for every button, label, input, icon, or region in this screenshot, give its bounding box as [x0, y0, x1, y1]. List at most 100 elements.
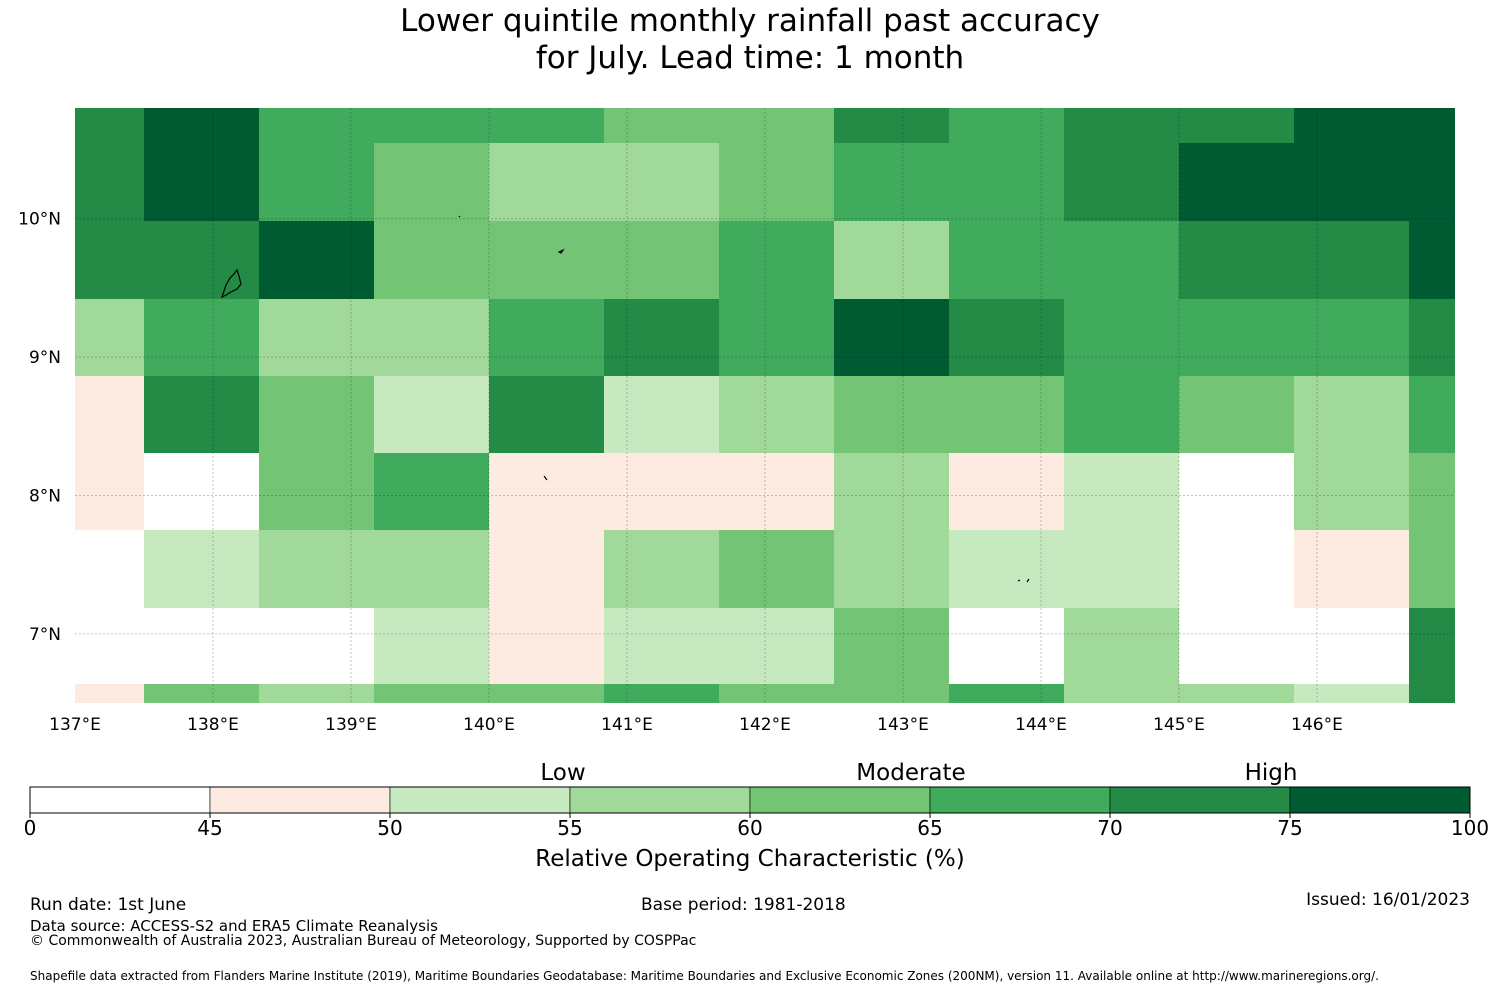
grid-cell — [259, 608, 374, 684]
grid-cell — [1179, 143, 1294, 221]
grid-cell — [489, 608, 604, 684]
grid-cell — [949, 376, 1064, 453]
grid-cell — [489, 221, 604, 299]
grid-cell — [75, 143, 144, 221]
grid-cell — [949, 221, 1064, 299]
grid-cell — [489, 299, 604, 376]
grid-cell — [374, 608, 489, 684]
grid-cell — [834, 143, 949, 221]
grid-cell — [259, 299, 374, 376]
grid-cell — [1409, 221, 1455, 299]
grid-cell — [1294, 299, 1409, 376]
grid-cell — [489, 376, 604, 453]
colorbar-title: Relative Operating Characteristic (%) — [535, 846, 965, 872]
run-date: Run date: 1st June — [30, 895, 187, 915]
colorbar-tick-label: 60 — [737, 816, 762, 840]
latitude-tick-label: 7°N — [29, 625, 61, 645]
grid-cell — [1179, 221, 1294, 299]
grid-cell — [75, 376, 144, 453]
colorbar-tick-label: 75 — [1277, 816, 1302, 840]
grid-cell — [374, 221, 489, 299]
map-title-line-2: for July. Lead time: 1 month — [535, 40, 965, 76]
roc-grid — [75, 108, 1455, 703]
colorbar-tick-label: 70 — [1097, 816, 1122, 840]
grid-cell — [1294, 608, 1409, 684]
island-outline — [557, 248, 565, 254]
latitude-labels: 10°N 9°N 8°N 7°N — [18, 210, 61, 645]
grid-cell — [1179, 684, 1294, 703]
grid-cell — [719, 453, 834, 530]
grid-cell — [144, 299, 259, 376]
colorbar-segment — [389, 786, 571, 814]
grid-cell — [1409, 453, 1455, 530]
grid-cell — [374, 143, 489, 221]
grid-cell — [1409, 376, 1455, 453]
grid-cell — [604, 376, 719, 453]
colorbar-tick-label: 0 — [24, 816, 37, 840]
grid-cell — [1064, 221, 1179, 299]
grid-cell — [719, 608, 834, 684]
grid-cell — [489, 108, 604, 143]
colorbar-tick-label: 45 — [197, 816, 222, 840]
grid-cell — [1064, 608, 1179, 684]
grid-cell — [604, 299, 719, 376]
grid-cell — [949, 108, 1064, 143]
grid-cell — [144, 608, 259, 684]
grid-cell — [604, 108, 719, 143]
island-outline — [220, 268, 242, 299]
grid-cell — [259, 684, 374, 703]
grid-cell — [1064, 376, 1179, 453]
grid-cell — [1409, 608, 1455, 684]
grid-cell — [834, 299, 949, 376]
grid-cell — [1294, 108, 1409, 143]
grid-cell — [144, 221, 259, 299]
grid-cell — [1179, 530, 1294, 608]
grid-cell — [719, 530, 834, 608]
longitude-tick-label: 138°E — [187, 715, 239, 735]
grid-cell — [719, 684, 834, 703]
longitude-tick-label: 146°E — [1291, 715, 1343, 735]
longitude-tick-label: 143°E — [877, 715, 929, 735]
grid-cell — [1179, 108, 1294, 143]
grid-cell — [1179, 376, 1294, 453]
grid-cell — [489, 530, 604, 608]
grid-cell — [1179, 299, 1294, 376]
grid-cell — [949, 608, 1064, 684]
grid-cell — [1294, 143, 1409, 221]
colorbar-segment — [29, 786, 211, 814]
colorbar-segment — [929, 786, 1111, 814]
grid-cell — [75, 221, 144, 299]
grid-cell — [604, 143, 719, 221]
grid-cell — [144, 684, 259, 703]
grid-cell — [75, 453, 144, 530]
longitude-tick-label: 137°E — [49, 715, 101, 735]
grid-cell — [374, 453, 489, 530]
grid-cell — [834, 108, 949, 143]
grid-cell — [259, 221, 374, 299]
grid-cell — [604, 453, 719, 530]
grid-cell — [259, 108, 374, 143]
map-title-line-1: Lower quintile monthly rainfall past acc… — [400, 3, 1100, 39]
grid-cell — [1294, 530, 1409, 608]
grid-cell — [604, 221, 719, 299]
grid-cell — [1064, 108, 1179, 143]
grid-cell — [604, 530, 719, 608]
grid-cell — [75, 530, 144, 608]
colorbar-category-high: High — [1244, 760, 1298, 786]
copyright-notice: © Commonwealth of Australia 2023, Austra… — [30, 933, 697, 949]
grid-cell — [949, 299, 1064, 376]
grid-cell — [374, 684, 489, 703]
grid-cell — [719, 108, 834, 143]
colorbar-tick-label: 100 — [1451, 816, 1489, 840]
grid-cell — [949, 530, 1064, 608]
colorbar-segment — [1109, 786, 1291, 814]
grid-cell — [719, 299, 834, 376]
grid-cell — [949, 684, 1064, 703]
grid-cell — [144, 143, 259, 221]
grid-cell — [1409, 143, 1455, 221]
colorbar-category-low: Low — [540, 760, 586, 786]
grid-cell — [834, 684, 949, 703]
grid-cell — [949, 453, 1064, 530]
grid-cell — [1179, 608, 1294, 684]
